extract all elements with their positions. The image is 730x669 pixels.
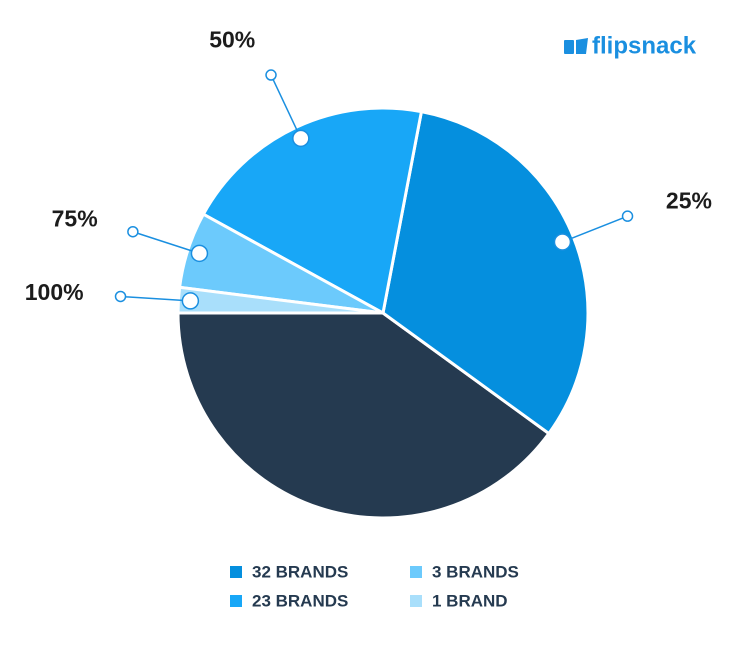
callout-line bbox=[120, 295, 191, 302]
callout-end bbox=[127, 225, 139, 238]
callout-line bbox=[562, 215, 628, 243]
legend-label: 23 BRANDS bbox=[252, 591, 348, 610]
callout-dot bbox=[553, 233, 572, 251]
callout-line bbox=[270, 74, 302, 139]
callout-label: 100% bbox=[25, 279, 84, 305]
legend-swatch bbox=[410, 566, 422, 578]
logo: flipsnack bbox=[564, 32, 697, 59]
callout-end bbox=[265, 69, 277, 81]
legend-label: 32 BRANDS bbox=[252, 562, 348, 581]
callout-end bbox=[621, 210, 634, 222]
logo-text: flipsnack bbox=[592, 32, 697, 59]
callout-end bbox=[114, 290, 127, 303]
callout-dot bbox=[190, 244, 209, 263]
legend-swatch bbox=[410, 595, 422, 607]
legend: 32 BRANDS 23 BRANDS 3 BRANDS 1 BRAND bbox=[230, 562, 519, 610]
legend-label: 3 BRANDS bbox=[432, 562, 519, 581]
legend-swatch bbox=[230, 566, 242, 578]
callout-label: 75% bbox=[52, 205, 98, 231]
pie: 25% 50% 75% 100% bbox=[25, 27, 712, 520]
callout-label: 50% bbox=[209, 27, 255, 53]
callout-line bbox=[132, 231, 200, 255]
callout-dot bbox=[181, 292, 200, 310]
callout-label: 25% bbox=[666, 188, 712, 214]
logo-icon bbox=[576, 38, 588, 54]
legend-label: 1 BRAND bbox=[432, 591, 508, 610]
legend-swatch bbox=[230, 595, 242, 607]
callout-dot bbox=[292, 129, 310, 148]
logo-icon bbox=[564, 40, 574, 54]
pie-slice bbox=[176, 311, 551, 520]
